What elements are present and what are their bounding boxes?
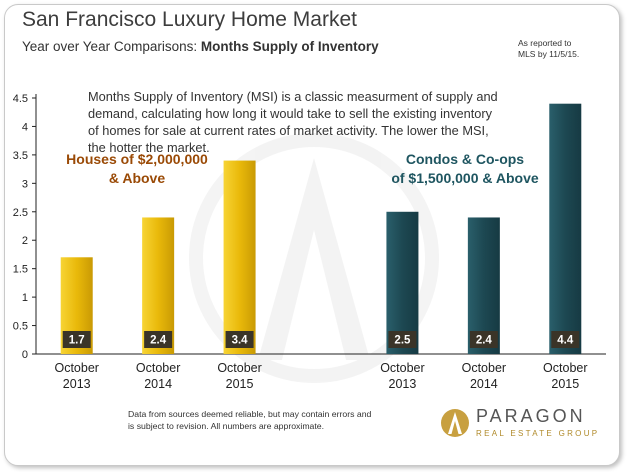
x-category-label: October bbox=[217, 361, 261, 375]
x-category-year: 2014 bbox=[470, 377, 498, 391]
value-label: 3.4 bbox=[232, 335, 249, 347]
x-category-year: 2013 bbox=[389, 377, 417, 391]
source-note-line1: As reported to bbox=[518, 38, 572, 48]
bar bbox=[386, 211, 419, 354]
y-tick-label: 4.5 bbox=[13, 93, 28, 105]
value-label-box bbox=[551, 331, 580, 348]
condos-label-line1: Condos & Co-ops bbox=[405, 151, 525, 167]
houses-label-line2: & Above bbox=[108, 170, 166, 186]
x-category-year: 2015 bbox=[551, 377, 579, 391]
value-label-box bbox=[388, 331, 417, 348]
y-tick-label: 0 bbox=[22, 349, 28, 361]
x-category-label: October bbox=[380, 361, 424, 375]
disclaimer-line1: Data from sources deemed reliable, but m… bbox=[128, 409, 372, 419]
value-label: 1.7 bbox=[69, 335, 85, 347]
disclaimer: Data from sources deemed reliable, but m… bbox=[128, 408, 388, 432]
paragon-logo-icon bbox=[441, 409, 469, 437]
msi-description: Months Supply of Inventory (MSI) is a cl… bbox=[88, 89, 498, 155]
value-label-box bbox=[144, 331, 173, 348]
value-label: 2.5 bbox=[394, 335, 411, 347]
source-note-line2: MLS by 11/5/15. bbox=[518, 49, 580, 59]
value-label: 2.4 bbox=[150, 335, 167, 347]
y-tick-label: 4 bbox=[22, 121, 28, 133]
bar bbox=[549, 103, 582, 354]
houses-label-line1: Houses of $2,000,000 bbox=[66, 151, 208, 167]
houses-group-label: Houses of $2,000,000 & Above bbox=[52, 150, 222, 188]
paragon-logo: PARAGON REAL ESTATE GROUP bbox=[440, 406, 610, 446]
source-note: As reported to MLS by 11/5/15. bbox=[518, 38, 588, 60]
value-label: 4.4 bbox=[557, 335, 574, 347]
value-label-box bbox=[225, 331, 254, 348]
logo-subtitle: REAL ESTATE GROUP bbox=[476, 429, 600, 438]
watermark-logo bbox=[189, 133, 439, 383]
subtitle-prefix: Year over Year Comparisons: bbox=[22, 39, 198, 54]
y-tick-label: 1.5 bbox=[13, 264, 28, 276]
y-tick-label: 0.5 bbox=[13, 321, 28, 333]
disclaimer-line2: is subject to revision. All numbers are … bbox=[128, 421, 325, 431]
x-category-label: October bbox=[462, 361, 506, 375]
value-label-box bbox=[62, 331, 91, 348]
x-category-label: October bbox=[543, 361, 587, 375]
condos-label-line2: of $1,500,000 & Above bbox=[391, 170, 539, 186]
chart-subtitle: Year over Year Comparisons: Months Suppl… bbox=[22, 39, 379, 54]
bar bbox=[223, 160, 256, 354]
chart-title: San Francisco Luxury Home Market bbox=[22, 8, 357, 31]
x-category-year: 2014 bbox=[144, 377, 172, 391]
y-tick-label: 2 bbox=[22, 235, 28, 247]
condos-group-label: Condos & Co-ops of $1,500,000 & Above bbox=[365, 150, 565, 188]
y-tick-label: 2.5 bbox=[13, 207, 28, 219]
subtitle-bold: Months Supply of Inventory bbox=[200, 39, 379, 54]
x-category-label: October bbox=[54, 361, 98, 375]
logo-name: PARAGON bbox=[476, 406, 586, 426]
chart-frame bbox=[4, 4, 620, 466]
y-tick-label: 3.5 bbox=[13, 150, 28, 162]
x-category-year: 2015 bbox=[226, 377, 254, 391]
value-label-box bbox=[469, 331, 498, 348]
value-label: 2.4 bbox=[476, 335, 493, 347]
y-tick-label: 3 bbox=[22, 178, 28, 190]
x-category-year: 2013 bbox=[63, 377, 91, 391]
x-category-label: October bbox=[136, 361, 180, 375]
y-tick-label: 1 bbox=[22, 292, 28, 304]
